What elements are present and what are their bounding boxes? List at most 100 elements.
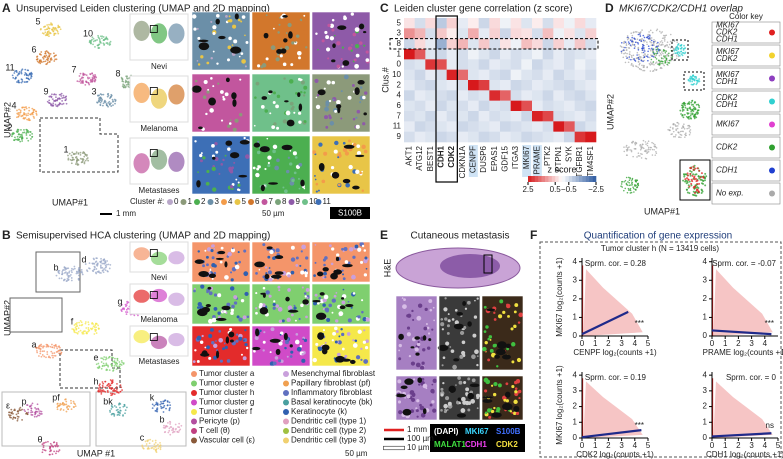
- umap-point: [93, 333, 95, 335]
- row-label: Metastases: [139, 357, 180, 366]
- umap-point: [691, 109, 693, 111]
- void: [261, 185, 265, 191]
- umap-point: [103, 363, 105, 365]
- cell: [242, 15, 246, 19]
- umap-point: [685, 107, 687, 109]
- heatmap-cell: [532, 132, 543, 143]
- umap-point: [42, 350, 44, 352]
- x-tick-label: 2: [736, 441, 741, 450]
- cell: [280, 334, 282, 336]
- heatmap-cell: [511, 101, 522, 112]
- umap-point: [639, 33, 641, 35]
- heatmap-cell: [521, 18, 532, 29]
- umap-point: [690, 175, 692, 177]
- tissue-section: [133, 330, 149, 343]
- umap-point: [80, 154, 82, 156]
- heatmap-cell: [543, 39, 554, 50]
- cell: [407, 394, 411, 398]
- umap-point: [656, 49, 658, 51]
- void: [486, 309, 495, 312]
- umap-point: [59, 277, 61, 279]
- heatmap-cell: [532, 28, 543, 39]
- cell: [243, 271, 248, 276]
- umap-point: [59, 347, 61, 349]
- umap-point: [105, 362, 107, 364]
- y-tick-label: 2: [573, 402, 578, 411]
- cell: [217, 293, 221, 297]
- umap-point: [50, 443, 52, 445]
- umap-point: [62, 273, 64, 275]
- void: [401, 385, 408, 389]
- heatmap-cell: [479, 70, 490, 81]
- umap-point: [687, 172, 689, 174]
- umap-point: [683, 109, 685, 111]
- void: [199, 42, 210, 50]
- cell: [467, 301, 471, 305]
- cell: [207, 89, 209, 91]
- umap-point: [660, 54, 662, 56]
- cell: [455, 309, 458, 312]
- umap-point: [685, 132, 687, 134]
- umap-point: [26, 77, 28, 79]
- umap-point: [689, 134, 691, 136]
- cell: [283, 119, 287, 123]
- umap-point: [112, 381, 114, 383]
- umap-point: [46, 344, 48, 346]
- umap-point: [91, 323, 93, 325]
- heatmap-cell: [564, 121, 575, 132]
- cell: [366, 58, 370, 62]
- heatmap-cell: [415, 101, 426, 112]
- umap-point: [108, 101, 110, 103]
- heatmap-cell: [511, 18, 522, 29]
- umap-point: [692, 166, 694, 168]
- heatmap-cell: [468, 70, 479, 81]
- cell: [284, 189, 288, 193]
- heatmap-cell: [468, 101, 479, 112]
- umap-point: [628, 58, 630, 60]
- umap-point: [112, 104, 114, 106]
- umap-point: [683, 176, 685, 178]
- umap-point: [21, 137, 23, 139]
- void: [462, 301, 466, 306]
- umap-point: [651, 55, 653, 57]
- umap-point: [21, 115, 23, 117]
- cell: [271, 125, 275, 129]
- umap-point: [47, 101, 49, 103]
- cell: [231, 305, 235, 309]
- heatmap-cell: [564, 80, 575, 91]
- void: [228, 332, 234, 338]
- void: [345, 304, 353, 307]
- cell: [485, 341, 488, 344]
- umap-point: [96, 101, 98, 103]
- umap-point: [102, 383, 104, 385]
- cell: [266, 57, 269, 60]
- cell: [281, 340, 283, 342]
- umap-point: [20, 136, 22, 138]
- umap-point: [29, 73, 31, 75]
- umap-point: [661, 40, 663, 42]
- cell: [300, 91, 302, 93]
- umap-point: [688, 107, 690, 109]
- umap-point: [122, 83, 124, 85]
- cell: [351, 44, 353, 46]
- cell: [315, 294, 318, 297]
- heatmap-cell: [457, 121, 468, 132]
- heatmap-cell: [500, 121, 511, 132]
- umap-point: [641, 52, 643, 54]
- cell: [355, 44, 359, 48]
- x-tick-label: 3: [749, 339, 754, 348]
- umap-point: [91, 80, 93, 82]
- colorbar-tick-label: −2.5: [588, 185, 604, 194]
- umap-point: [43, 58, 45, 60]
- umap-point: [82, 274, 84, 276]
- void: [312, 300, 320, 302]
- umap-point: [695, 178, 697, 180]
- umap-point: [84, 84, 86, 86]
- umap-point: [641, 60, 643, 62]
- umap-point: [683, 49, 685, 51]
- cell: [230, 312, 234, 316]
- void: [363, 31, 366, 33]
- cell: [342, 65, 344, 67]
- umap-point: [21, 140, 23, 142]
